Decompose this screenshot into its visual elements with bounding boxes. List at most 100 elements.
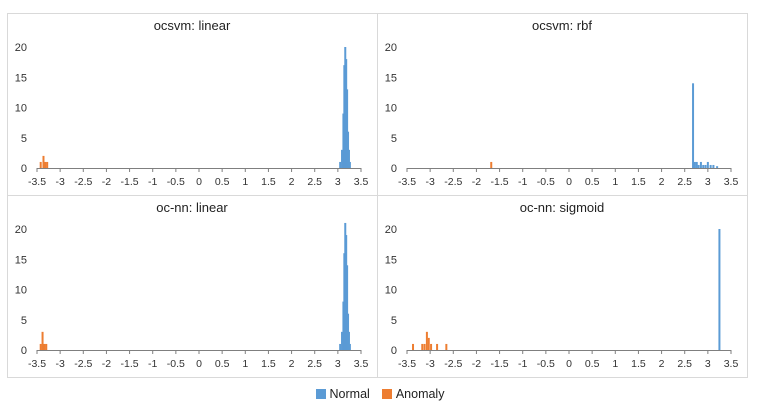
x-tick-label: -0.5 — [167, 176, 185, 188]
bar-anomaly — [39, 161, 42, 168]
bar-anomaly — [421, 343, 424, 350]
x-tick-label: -2 — [102, 176, 111, 188]
chart-title: ocsvm: linear — [154, 18, 231, 33]
x-tick-label: -3.5 — [28, 358, 46, 370]
x-tick-label: 0 — [566, 358, 572, 370]
bar-normal — [341, 331, 344, 350]
legend-swatch-normal — [315, 389, 326, 399]
x-tick-label: -1.5 — [121, 358, 139, 370]
chart-title: ocsvm: rbf — [532, 18, 592, 33]
bar-anomaly — [436, 343, 439, 350]
panel-border — [377, 13, 748, 196]
panel-border — [377, 195, 748, 378]
y-tick-label: 0 — [21, 345, 27, 357]
bar-normal — [346, 89, 349, 168]
y-tick-label: 10 — [385, 285, 397, 297]
legend-item-anomaly: Anomaly — [381, 387, 444, 401]
bar-normal — [339, 343, 342, 350]
x-tick-label: 0 — [566, 176, 572, 188]
x-tick-label: -2 — [472, 176, 481, 188]
x-tick-label: 0.5 — [585, 176, 600, 188]
legend: Normal Anomaly — [0, 384, 760, 404]
x-tick-label: 1 — [612, 176, 618, 188]
bar-anomaly — [39, 343, 42, 350]
x-tick-label: -1 — [518, 358, 527, 370]
x-tick-label: 3.5 — [724, 358, 739, 370]
bar-anomaly — [423, 343, 426, 350]
x-tick-label: 3.5 — [354, 358, 369, 370]
bar-normal — [709, 164, 712, 168]
bar-anomaly — [425, 331, 428, 350]
x-tick-label: -0.5 — [537, 176, 555, 188]
y-tick-label: 5 — [391, 133, 397, 145]
legend-label-normal: Normal — [329, 387, 370, 401]
x-tick-label: 0 — [196, 358, 202, 370]
x-tick-label: 2.5 — [677, 358, 692, 370]
bar-normal — [341, 149, 344, 168]
x-tick-label: -3 — [425, 358, 434, 370]
x-tick-label: -3 — [55, 358, 64, 370]
y-tick-label: 10 — [15, 285, 27, 297]
bar-anomaly — [430, 343, 433, 350]
x-tick-label: 2.5 — [307, 176, 322, 188]
y-tick-label: 0 — [391, 345, 397, 357]
x-tick-label: -3.5 — [398, 358, 416, 370]
bar-normal — [693, 161, 696, 168]
y-tick-label: 20 — [15, 224, 27, 236]
x-tick-label: 2 — [659, 358, 665, 370]
bar-anomaly — [41, 331, 44, 350]
bar-normal — [706, 161, 709, 168]
x-tick-label: -1.5 — [121, 176, 139, 188]
y-tick-label: 20 — [15, 42, 27, 54]
x-tick-label: 3.5 — [354, 176, 369, 188]
x-tick-label: -3.5 — [398, 176, 416, 188]
chart-title: oc-nn: linear — [156, 200, 228, 215]
bar-anomaly — [445, 343, 448, 350]
x-tick-label: 0.5 — [215, 176, 230, 188]
bar-normal — [347, 149, 350, 168]
x-tick-label: 2 — [289, 176, 295, 188]
x-tick-label: 0 — [196, 176, 202, 188]
bar-normal — [718, 229, 721, 350]
y-tick-label: 15 — [15, 254, 27, 266]
x-tick-label: 1.5 — [631, 358, 646, 370]
x-tick-label: -0.5 — [537, 358, 555, 370]
x-tick-label: -1.5 — [491, 358, 509, 370]
x-tick-label: 2 — [289, 358, 295, 370]
bar-normal — [346, 265, 349, 350]
x-tick-label: -3.5 — [28, 176, 46, 188]
panel-border — [7, 13, 378, 196]
y-tick-label: 0 — [21, 163, 27, 175]
x-tick-label: 1 — [242, 358, 248, 370]
x-tick-label: -2.5 — [74, 176, 92, 188]
x-tick-label: -3 — [55, 176, 64, 188]
x-tick-label: 2.5 — [677, 176, 692, 188]
bar-anomaly — [43, 343, 46, 350]
x-tick-label: -1.5 — [491, 176, 509, 188]
bar-normal — [702, 164, 705, 168]
x-tick-label: -1 — [148, 176, 157, 188]
x-tick-label: -1 — [518, 176, 527, 188]
x-tick-label: 2.5 — [307, 358, 322, 370]
x-tick-label: 2 — [659, 176, 665, 188]
bar-normal — [348, 161, 351, 168]
y-tick-label: 15 — [15, 72, 27, 84]
x-tick-label: -0.5 — [167, 358, 185, 370]
bar-normal — [716, 166, 719, 168]
x-tick-label: -2 — [102, 358, 111, 370]
bar-anomaly — [42, 155, 45, 168]
x-tick-label: 1 — [242, 176, 248, 188]
y-tick-label: 5 — [21, 315, 27, 327]
bar-anomaly — [412, 343, 415, 350]
x-tick-label: 1.5 — [261, 176, 276, 188]
x-tick-label: -2 — [472, 358, 481, 370]
x-tick-label: -3 — [425, 176, 434, 188]
x-tick-label: 1.5 — [261, 358, 276, 370]
bar-normal — [692, 83, 695, 168]
bar-anomaly — [44, 161, 47, 168]
